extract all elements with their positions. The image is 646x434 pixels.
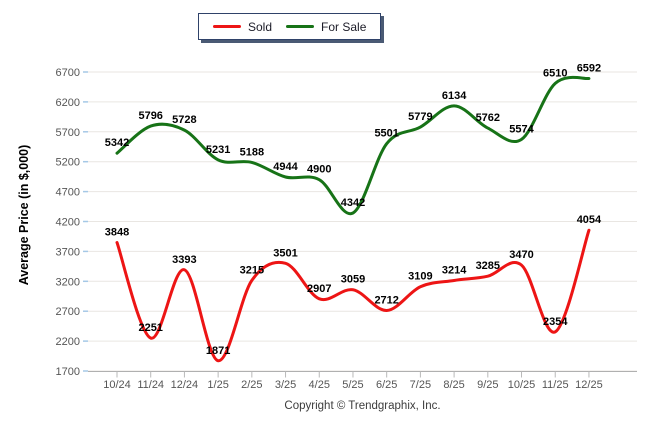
data-label: 2251 [138,322,162,334]
data-label: 4054 [577,214,602,226]
x-tick-label: 12/25 [575,379,603,391]
data-label: 2354 [543,316,568,328]
series-line-for-sale [115,75,591,216]
data-label: 4944 [273,161,298,173]
data-label: 3215 [240,264,264,276]
data-label: 3059 [341,274,365,286]
data-label: 5231 [206,144,230,156]
x-tick-label: 4/25 [309,379,330,391]
data-label: 5188 [240,146,264,158]
data-label: 3214 [442,264,467,276]
copyright-text: Copyright © Trendgraphix, Inc. [284,400,441,412]
y-tick-label: 3700 [56,246,80,258]
legend-label-for-sale: For Sale [321,19,367,34]
data-label: 5501 [374,128,398,140]
y-tick-label: 4200 [56,217,80,229]
x-tick-label: 11/25 [542,379,569,391]
y-tick-label: 5200 [56,157,80,169]
data-label: 5728 [172,114,196,126]
x-tick-label: 10/25 [508,379,536,391]
data-label: 4342 [341,197,365,209]
data-label: 2907 [307,283,331,295]
data-label: 6592 [577,62,601,74]
data-label: 6134 [442,90,467,102]
data-label: 3501 [273,247,297,259]
data-label: 1871 [206,345,230,357]
legend-item-for-sale: For Sale [286,20,366,34]
x-tick-label: 5/25 [342,379,363,391]
x-tick-label: 2/25 [241,379,262,391]
x-tick-label: 7/25 [410,379,431,391]
y-axis-title: Average Price (in $,000) [17,144,31,286]
data-label: 2712 [374,294,398,306]
data-label: 5779 [408,111,432,123]
data-label: 3848 [105,227,129,239]
for-sale-line-swatch-icon [286,25,315,28]
data-label: 6510 [543,67,567,79]
legend-item-sold: Sold [213,20,272,34]
data-label: 3470 [509,249,533,261]
data-label: 3109 [408,271,432,283]
legend-label-sold: Sold [248,19,273,34]
x-tick-label: 12/24 [171,379,199,391]
x-tick-label: 9/25 [477,379,498,391]
data-label: 5796 [138,110,162,122]
y-tick-label: 1700 [56,366,80,378]
x-tick-label: 6/25 [376,379,397,391]
y-tick-label: 6200 [56,97,80,109]
y-tick-label: 4700 [56,187,80,199]
x-tick-label: 8/25 [443,379,464,391]
chart-legend: Sold For Sale [198,13,382,40]
y-tick-label: 5700 [56,127,80,139]
x-tick-label: 1/25 [207,379,228,391]
y-tick-label: 2200 [56,336,80,348]
data-label: 3393 [172,254,196,266]
y-tick-label: 6700 [56,67,80,79]
y-tick-label: 2700 [56,306,80,318]
y-tick-label: 3200 [56,276,80,288]
x-tick-label: 3/25 [275,379,296,391]
data-label: 5342 [105,137,129,149]
data-label: 4900 [307,164,331,176]
data-label: 5574 [509,123,534,135]
x-tick-label: 11/24 [137,379,164,391]
x-tick-label: 10/24 [103,379,131,391]
data-label: 5762 [476,112,500,124]
series-line-sold [115,228,591,363]
sold-line-swatch-icon [213,25,241,28]
data-label: 3285 [476,260,500,272]
